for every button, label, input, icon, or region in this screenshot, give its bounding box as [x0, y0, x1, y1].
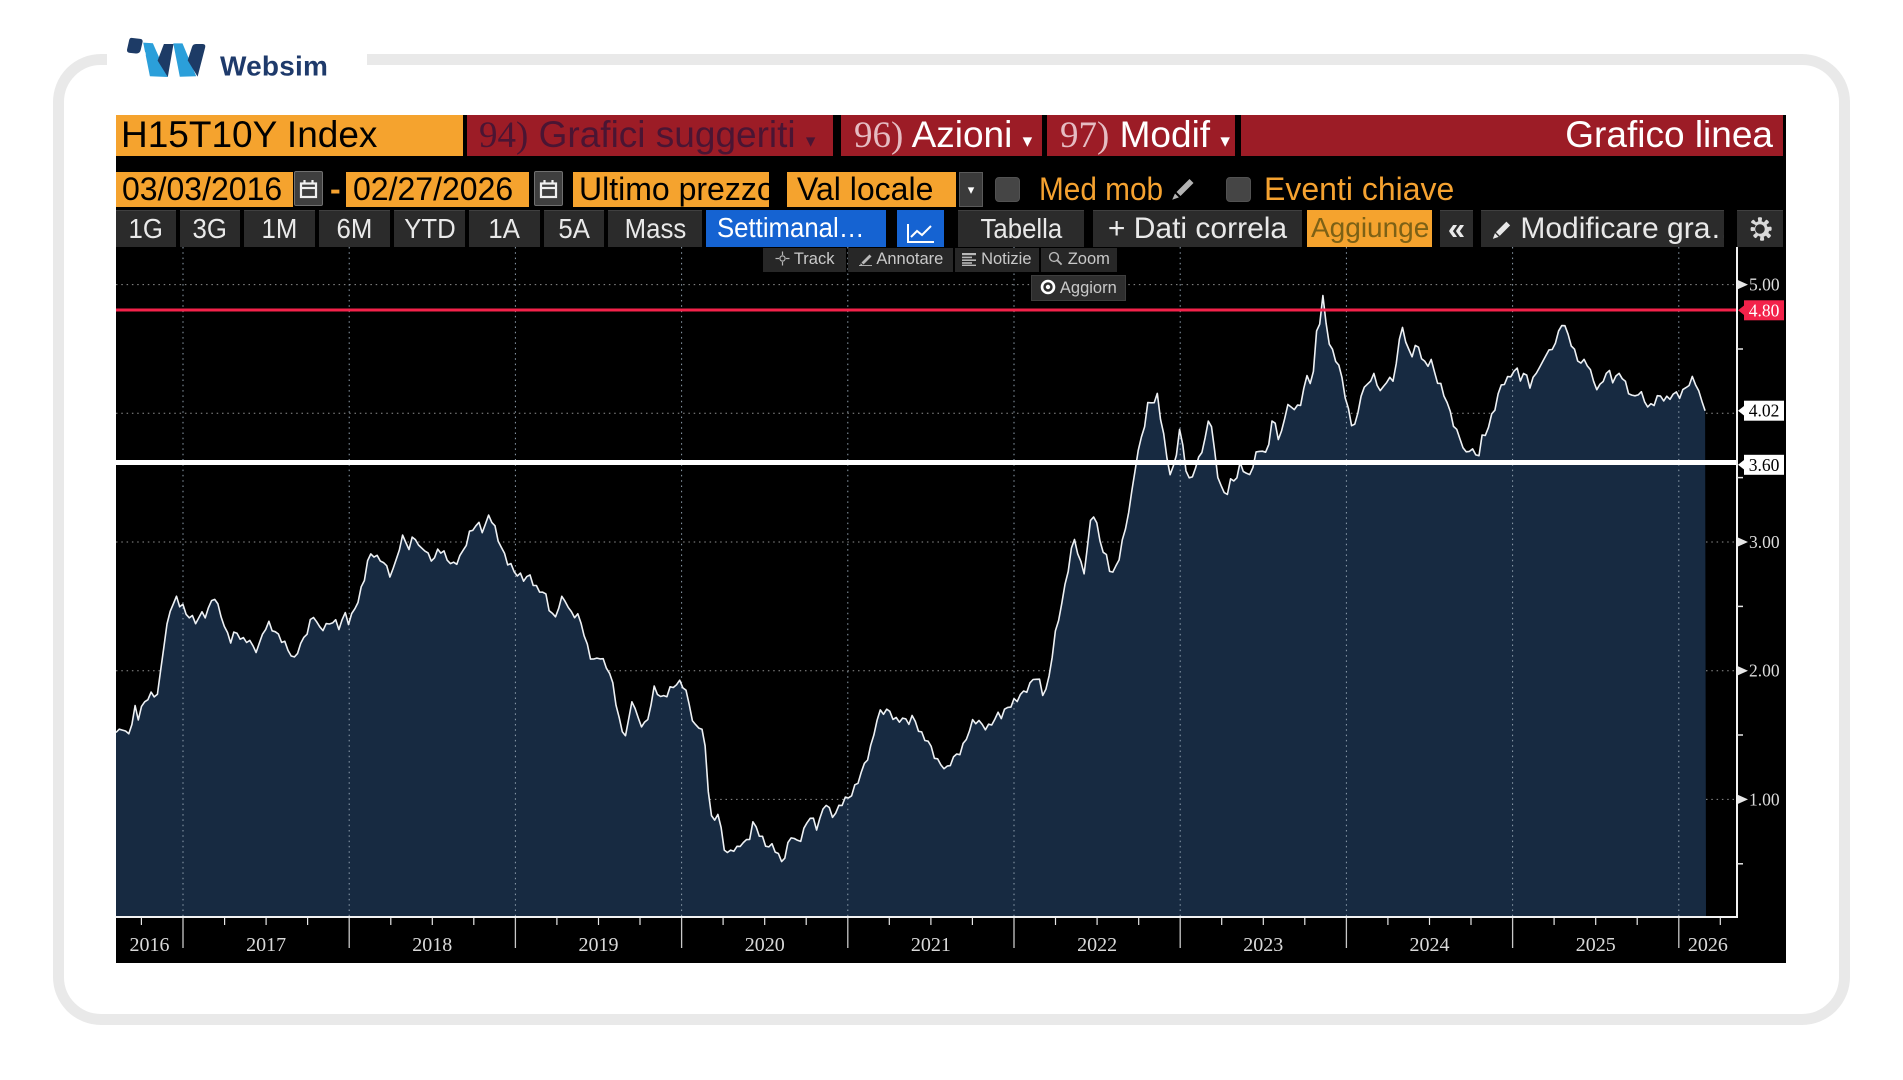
svg-text:4.80: 4.80	[1749, 300, 1780, 320]
svg-text:5.00: 5.00	[1749, 275, 1780, 295]
svg-text:2.00: 2.00	[1749, 661, 1780, 681]
svg-text:2018: 2018	[412, 934, 452, 956]
svg-text:1.00: 1.00	[1749, 789, 1780, 809]
svg-text:2022: 2022	[1077, 934, 1117, 956]
svg-text:2020: 2020	[745, 934, 785, 956]
svg-text:2019: 2019	[579, 934, 619, 956]
svg-text:2021: 2021	[911, 934, 951, 956]
svg-text:3.60: 3.60	[1749, 455, 1780, 475]
svg-text:2025: 2025	[1576, 934, 1616, 956]
svg-text:Websim: Websim	[220, 51, 328, 82]
svg-text:4.02: 4.02	[1749, 401, 1780, 421]
svg-text:2026: 2026	[1688, 934, 1728, 956]
svg-text:2023: 2023	[1243, 934, 1283, 956]
svg-text:3.00: 3.00	[1749, 532, 1780, 552]
svg-text:2016: 2016	[130, 934, 170, 956]
svg-text:2017: 2017	[246, 934, 286, 956]
svg-text:2024: 2024	[1410, 934, 1450, 956]
